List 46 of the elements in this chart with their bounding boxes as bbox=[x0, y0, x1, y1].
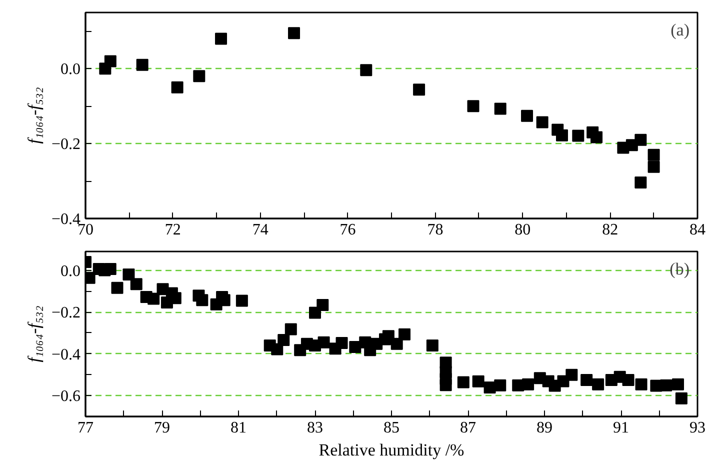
point bbox=[288, 27, 300, 40]
point bbox=[590, 131, 603, 144]
y-tick-label: 0.0 bbox=[60, 61, 80, 78]
y-tick-label: −0.6 bbox=[51, 388, 81, 406]
point bbox=[634, 176, 647, 189]
y-tick-label: −0.4 bbox=[51, 346, 81, 364]
x-tick-label: 79 bbox=[154, 420, 170, 436]
annotation: (a) bbox=[670, 20, 690, 40]
y-tick-label: 0.0 bbox=[60, 262, 80, 280]
point bbox=[494, 102, 506, 115]
point bbox=[171, 81, 184, 94]
point bbox=[136, 58, 148, 71]
x-tick-label: 78 bbox=[427, 222, 444, 238]
x-tick-label: 81 bbox=[230, 420, 246, 436]
x-tick-label: 74 bbox=[252, 222, 268, 238]
x-tick-label: 80 bbox=[514, 222, 531, 238]
point bbox=[536, 116, 548, 128]
point bbox=[467, 100, 480, 112]
point bbox=[521, 110, 534, 122]
point bbox=[634, 134, 647, 146]
x-tick-label: 85 bbox=[384, 420, 400, 436]
y-axis-title: f₁₀₆₄-f₅₃₂ bbox=[24, 306, 44, 362]
x-tick-label: 93 bbox=[690, 420, 706, 436]
x-tick-label: 77 bbox=[78, 420, 94, 436]
x-tick-label: 83 bbox=[307, 420, 323, 436]
annotation: (b) bbox=[670, 260, 690, 278]
point bbox=[648, 160, 660, 173]
point bbox=[572, 130, 584, 142]
point bbox=[556, 129, 568, 142]
x-tick-label: 82 bbox=[602, 222, 618, 238]
point bbox=[413, 84, 426, 96]
point bbox=[193, 70, 206, 82]
x-tick-label: 87 bbox=[460, 420, 476, 436]
x-tick-label: 89 bbox=[536, 420, 552, 436]
y-axis-title: f₁₀₆₄-f₅₃₂ bbox=[24, 87, 44, 144]
y-tick-label: −0.2 bbox=[51, 304, 81, 322]
point bbox=[104, 55, 116, 68]
point bbox=[215, 32, 228, 45]
point bbox=[360, 64, 372, 76]
x-tick-label: 72 bbox=[164, 222, 181, 238]
x-tick-label: 91 bbox=[613, 420, 629, 436]
y-tick-label: −0.2 bbox=[51, 136, 81, 154]
x-tick-label: 84 bbox=[690, 222, 706, 238]
x-tick-label: 76 bbox=[340, 222, 356, 238]
point bbox=[648, 148, 660, 161]
x-axis-title: Relative humidity /% bbox=[318, 440, 464, 460]
